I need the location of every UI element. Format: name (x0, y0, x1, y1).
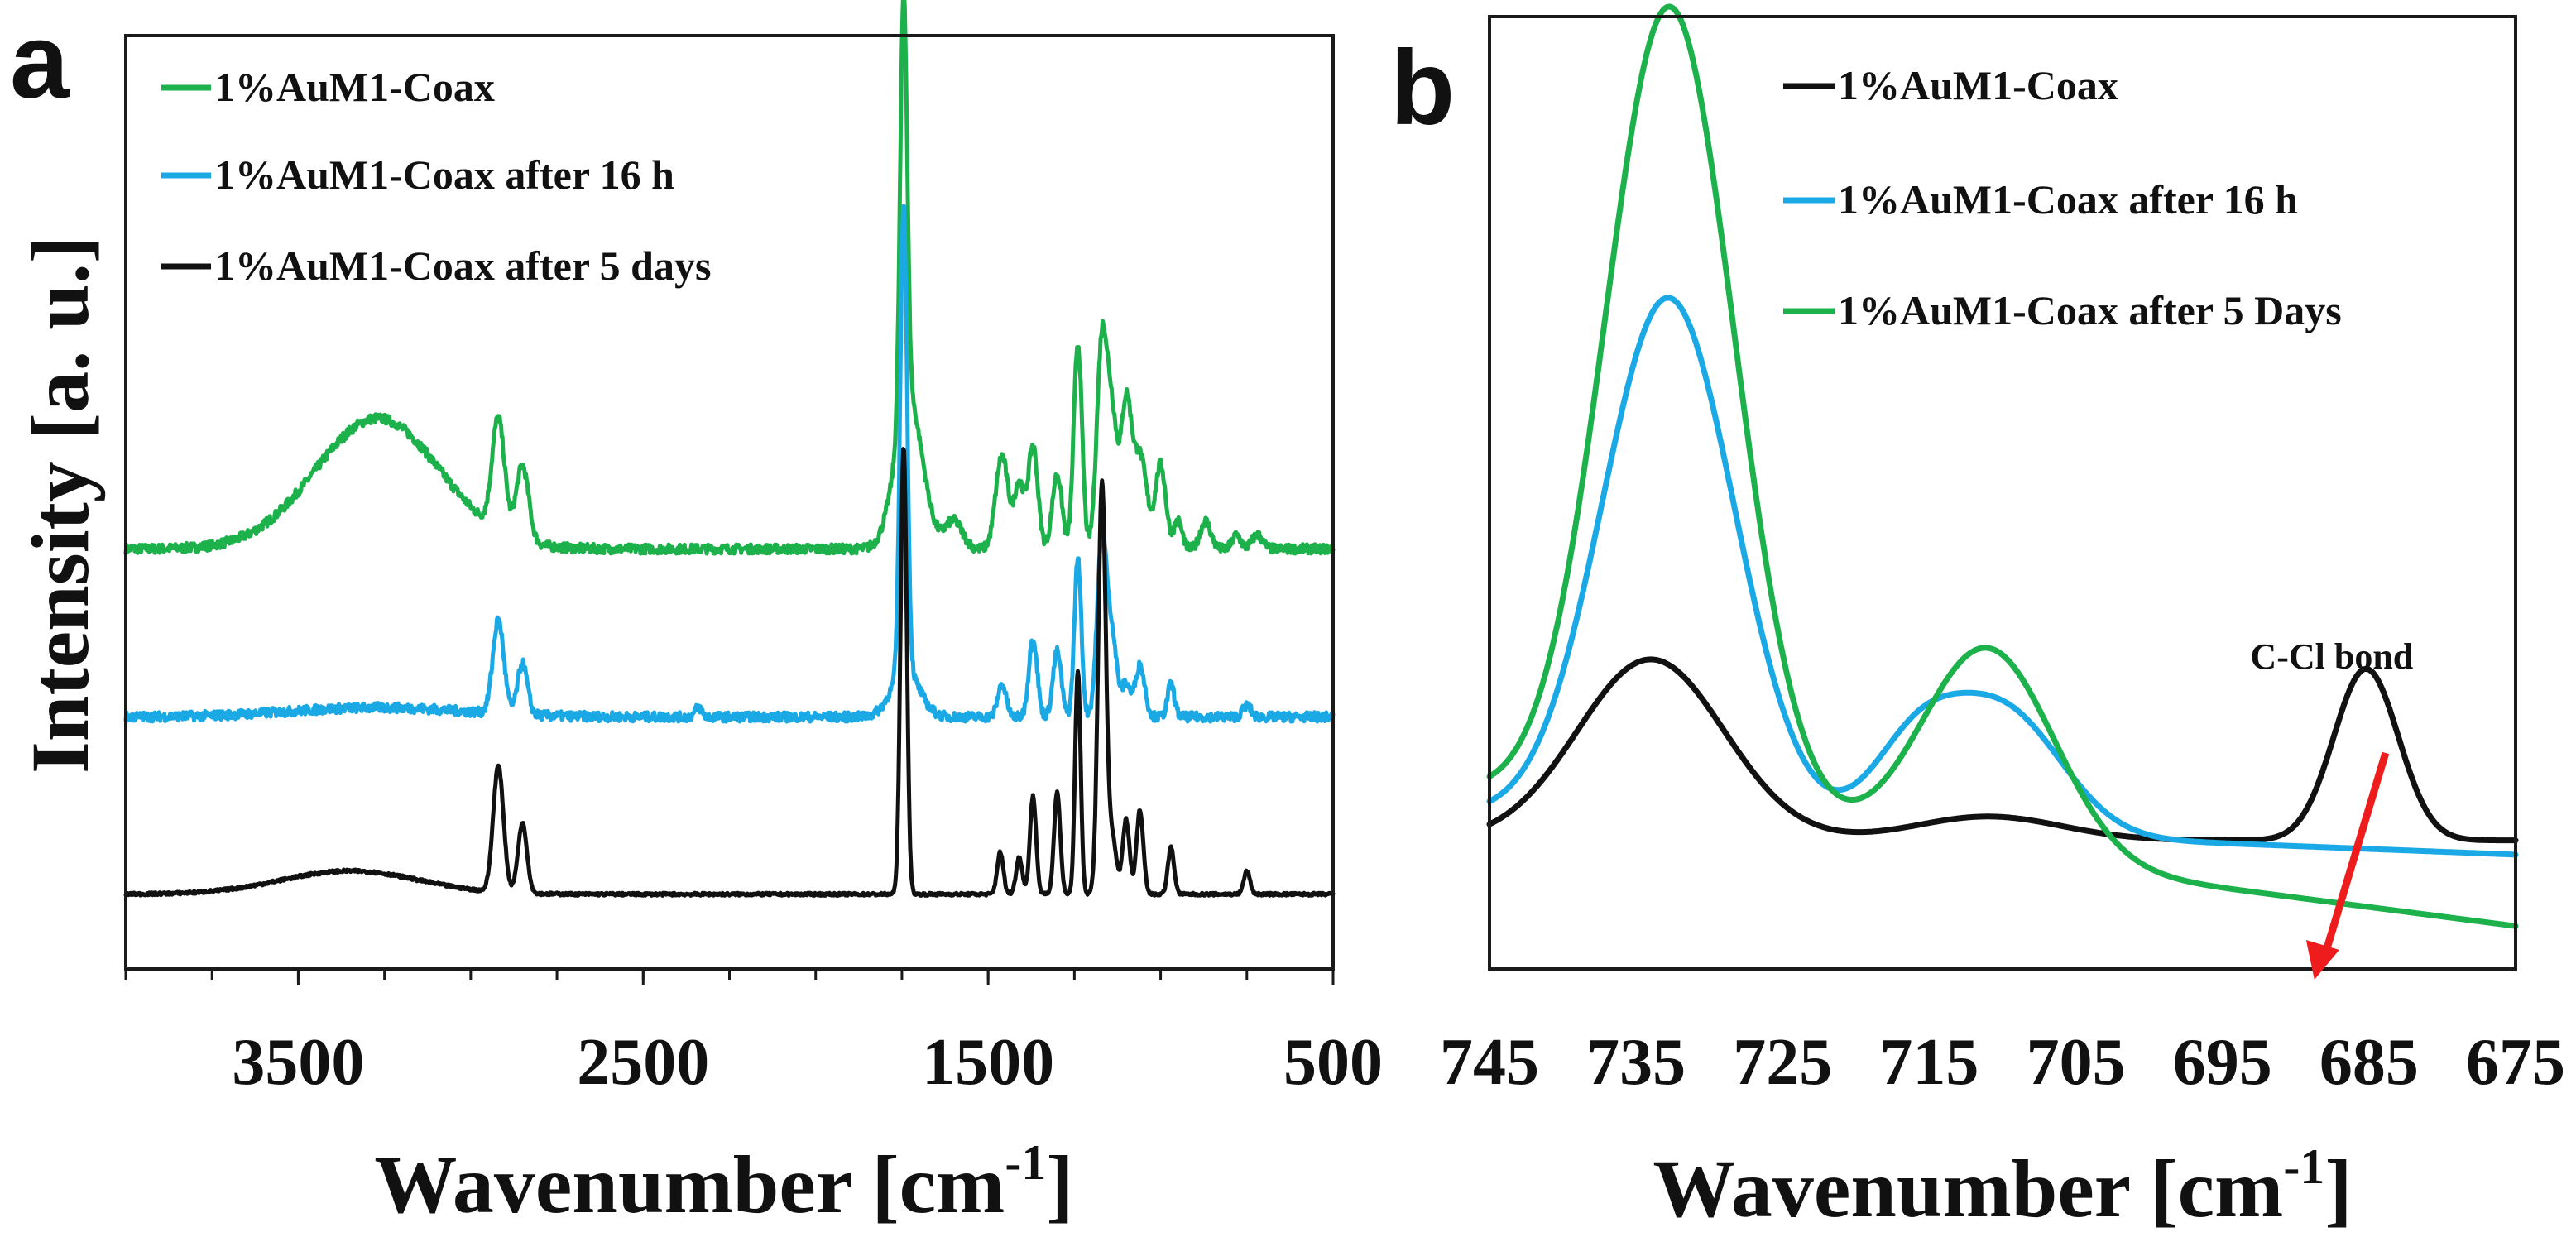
panel-b-series-line-1 (1486, 656, 2519, 844)
c-cl-bond-label: C-Cl bond (2250, 636, 2413, 677)
panel-b-legend-label-2: 1%AuM1-Coax after 16 h (1838, 176, 2298, 223)
panel-a-x-tick-label: 2500 (577, 1026, 709, 1099)
panel-a-y-axis-title: Intensity [a. u.] (14, 236, 106, 774)
panel-a-x-tick-label: 3500 (232, 1026, 364, 1099)
panel-b-legend: 1%AuM1-Coax 1%AuM1-Coax after 16 h 1%AuM1-… (1783, 62, 2342, 333)
panel-b-plot-frame (1488, 15, 2517, 971)
red-arrow-shaft (2322, 751, 2390, 953)
panel-a-x-tick-label: 1500 (922, 1026, 1054, 1099)
panel-a-x-axis-title-main: Wavenumber [cm (374, 1139, 1005, 1230)
panel-a-legend: 1%AuM1-Coax 1%AuM1-Coax after 16 h 1%AuM1-… (161, 64, 711, 289)
panel-b-legend-label-3: 1%AuM1-Coax after 5 Days (1838, 287, 2342, 333)
panel-b: b 745 735 725 715 705 695 685 675 1%AuM1-Coax1%… (1390, 3, 2565, 1235)
panel-b-legend-label-1: 1%AuM1-Coax (1838, 62, 2118, 108)
panel-a-series-line-3 (123, 447, 1336, 898)
panel-b-x-axis-title-close: ] (2324, 1143, 2352, 1235)
panel-a-x-axis-title-sup: -1 (1005, 1135, 1046, 1190)
panel-b-x-tick-label: 745 (1440, 1026, 1539, 1099)
panel-b-ticks: 745 735 725 715 705 695 685 675 (1440, 1026, 2565, 1099)
panel-b-x-tick-label: 695 (2173, 1026, 2272, 1099)
panel-b-series-line-3 (1486, 3, 2519, 929)
panel-a-legend-label-1: 1%AuM1-Coax (214, 64, 495, 110)
red-arrow-head (2305, 940, 2339, 980)
panel-b-x-tick-label: 685 (2319, 1026, 2419, 1099)
panel-a-series-line-2 (123, 204, 1336, 724)
panel-b-series-group (1486, 3, 2519, 929)
panel-b-x-axis-title-main: Wavenumber [cm (1653, 1143, 2283, 1235)
panel-a-legend-label-2: 1%AuM1-Coax after 16 h (214, 151, 674, 198)
panel-a-x-axis-title-close: ] (1046, 1139, 1073, 1230)
panel-a-letter: a (10, 2, 70, 121)
panel-a-ticks: 3500 2500 1500 500 (124, 969, 1383, 1099)
panel-b-x-tick-label: 675 (2466, 1026, 2565, 1099)
panel-b-annotation: C-Cl bond (2250, 636, 2413, 980)
panel-b-x-axis-title-sup: -1 (2283, 1139, 2324, 1194)
panel-b-x-tick-label: 705 (2027, 1026, 2126, 1099)
panel-a-x-tick-label: 500 (1283, 1026, 1383, 1099)
panel-a-legend-label-3: 1%AuM1-Coax after 5 days (214, 242, 711, 289)
panel-b-x-axis-title: Wavenumber [cm-1] (1653, 1139, 2352, 1235)
panel-a: a 3500 2500 1500 500 1%AuM1-Coax1%AuM1-Coax… (10, 0, 1383, 1230)
panel-b-series-line-2 (1486, 295, 2519, 858)
panel-a-series-group (123, 0, 1336, 898)
panel-a-x-axis-title: Wavenumber [cm-1] (374, 1135, 1073, 1230)
panel-a-series-line-1 (123, 0, 1336, 556)
panel-b-x-tick-label: 725 (1733, 1026, 1832, 1099)
panel-b-x-tick-label: 715 (1879, 1026, 1979, 1099)
panel-b-x-tick-label: 735 (1586, 1026, 1686, 1099)
panel-b-letter: b (1390, 29, 1455, 147)
